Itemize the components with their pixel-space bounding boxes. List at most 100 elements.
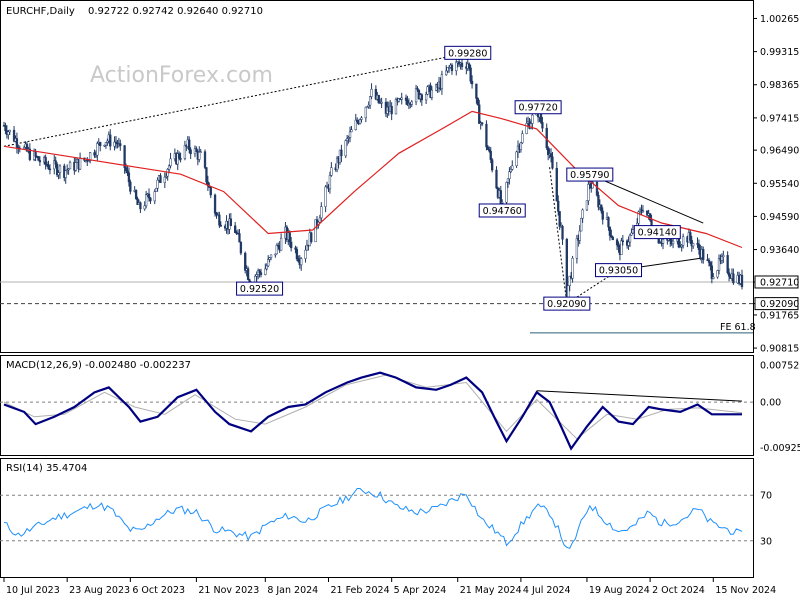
- candle-body-47: [96, 143, 99, 156]
- candle-body-3: [7, 131, 10, 135]
- candle-body-33: [67, 168, 70, 171]
- price-tick-label-1: 0.99315: [760, 47, 799, 58]
- candle-body-355: [716, 270, 719, 278]
- candle-body-337: [679, 246, 682, 248]
- candle-body-308: [620, 240, 623, 255]
- candle-body-243: [489, 150, 492, 160]
- candle-body-131: [265, 265, 268, 270]
- time-tick-label-0: 10 Jul 2023: [6, 585, 60, 596]
- candle-body-151: [305, 244, 309, 251]
- candle-body-135: [274, 253, 277, 256]
- candle-body-184: [370, 88, 373, 97]
- candle-body-130: [264, 268, 267, 275]
- candle-body-98: [198, 151, 201, 160]
- candle-body-222: [447, 67, 451, 69]
- candle-body-182: [367, 104, 370, 107]
- candle-body-234: [470, 80, 474, 85]
- candle-body-44: [88, 152, 92, 162]
- price-panel-frame: [0, 0, 754, 353]
- candle-body-93: [188, 139, 191, 151]
- macd-trendline: [536, 390, 743, 402]
- candle-body-316: [637, 211, 640, 224]
- candle-body-56: [114, 141, 118, 144]
- candle-body-164: [330, 167, 333, 176]
- annotation-label-4: 0.94140: [638, 228, 677, 239]
- annotation-label-3: 0.95790: [570, 170, 609, 181]
- time-tick-label-11: 15 Nov 2024: [715, 585, 776, 596]
- candle-body-67: [136, 198, 139, 205]
- candle-body-114: [229, 218, 233, 227]
- candle-body-352: [709, 262, 712, 267]
- candle-body-163: [328, 175, 332, 190]
- candle-body-22: [45, 164, 49, 166]
- candle-body-225: [455, 61, 458, 72]
- time-tick-label-3: 21 Nov 2023: [198, 585, 259, 596]
- candle-body-36: [74, 162, 77, 171]
- candle-body-255: [515, 151, 518, 167]
- candle-body-319: [641, 210, 645, 212]
- candle-body-43: [87, 160, 90, 163]
- macd-line: [3, 371, 742, 451]
- candle-body-29: [58, 165, 62, 173]
- candle-body-295: [595, 182, 599, 196]
- candle-body-187: [377, 94, 380, 104]
- candle-body-84: [169, 158, 172, 167]
- rsi-line: [3, 488, 743, 550]
- time-tick-label-2: 6 Oct 2023: [132, 585, 185, 596]
- candle-body-61: [124, 167, 128, 172]
- annotation-label-0: 0.99280: [448, 48, 487, 59]
- candle-body-229: [460, 62, 464, 67]
- candle-body-360: [726, 255, 729, 273]
- candle-body-71: [144, 194, 148, 207]
- candle-body-264: [531, 114, 534, 124]
- candle-body-240: [485, 123, 488, 148]
- candle-body-166: [335, 157, 339, 171]
- candle-body-274: [551, 156, 554, 169]
- candle-body-74: [149, 197, 152, 202]
- candle-body-245: [495, 169, 498, 189]
- rsi-series: [0, 488, 753, 550]
- time-axis: 10 Jul 2023 23 Aug 2023 6 Oct 2023 21 Nov 2…: [3, 578, 776, 596]
- candle-body-133: [268, 257, 271, 260]
- candle-body-176: [356, 119, 359, 123]
- price-tick-label-5: 0.95540: [760, 179, 799, 190]
- candle-body-207: [417, 89, 421, 99]
- candle-body-299: [601, 210, 604, 220]
- ohlc-header: 0.92722 0.92742 0.92640 0.92710: [88, 6, 263, 17]
- candle-body-287: [578, 230, 581, 241]
- candle-body-136: [275, 245, 278, 255]
- candle-body-197: [397, 98, 400, 102]
- time-tick-label-5: 21 Feb 2024: [330, 585, 389, 596]
- candle-body-368: [740, 274, 744, 288]
- candle-body-206: [416, 88, 419, 91]
- candle-body-210: [424, 93, 428, 101]
- candle-body-305: [615, 239, 619, 246]
- candle-body-7: [15, 138, 19, 148]
- candle-body-129: [259, 272, 263, 275]
- candle-body-88: [178, 153, 181, 159]
- macd-tick-label-1: 0.00: [760, 398, 781, 409]
- candle-body-200: [404, 97, 408, 101]
- candle-body-81: [165, 175, 168, 178]
- price-tick-label-7: 0.93640: [760, 245, 799, 256]
- candle-body-221: [446, 67, 449, 72]
- candle-body-54: [109, 134, 112, 147]
- candle-body-34: [68, 161, 72, 170]
- candle-body-241: [486, 146, 490, 150]
- candle-body-99: [199, 151, 202, 153]
- annotation-box-1: [514, 100, 562, 115]
- candle-body-214: [430, 89, 434, 98]
- candle-body-170: [344, 140, 347, 157]
- candle-body-49: [99, 142, 102, 147]
- candle-body-45: [93, 152, 96, 156]
- candle-body-46: [94, 154, 98, 157]
- candle-body-338: [680, 244, 683, 247]
- candle-body-55: [113, 141, 116, 147]
- candle-body-108: [218, 214, 221, 226]
- rsi-tick-label-1: 30: [760, 536, 772, 547]
- time-tick-label-1: 23 Aug 2023: [69, 585, 130, 596]
- candle-body-194: [390, 105, 393, 115]
- watermark: ActionForex.com: [90, 63, 273, 88]
- candle-body-175: [354, 119, 357, 131]
- candle-body-145: [294, 247, 297, 250]
